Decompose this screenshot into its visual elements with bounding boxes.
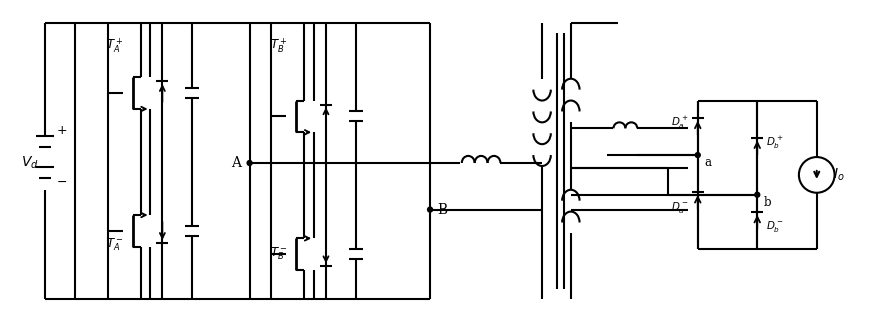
Text: $T_A^+$: $T_A^+$ [106,37,123,55]
Circle shape [427,207,433,212]
Text: $T_A^-$: $T_A^-$ [106,236,123,253]
Text: $T_B^-$: $T_B^-$ [269,246,288,262]
Text: a: a [704,156,711,170]
Text: $I_o$: $I_o$ [833,167,844,183]
Text: B: B [437,202,447,216]
Text: $D_a^-$: $D_a^-$ [671,200,689,215]
Text: $D_b^-$: $D_b^-$ [766,219,784,234]
Text: $+$: $+$ [56,124,66,137]
Circle shape [696,153,700,157]
Text: b: b [763,196,771,209]
Text: A: A [231,156,240,170]
Text: $T_B^+$: $T_B^+$ [269,37,288,55]
Text: $V_d$: $V_d$ [21,155,38,171]
Text: $D_b^+$: $D_b^+$ [766,135,784,151]
Circle shape [247,160,252,166]
Circle shape [755,192,760,197]
Text: $D_a^+$: $D_a^+$ [671,115,689,131]
Text: $-$: $-$ [56,175,66,188]
